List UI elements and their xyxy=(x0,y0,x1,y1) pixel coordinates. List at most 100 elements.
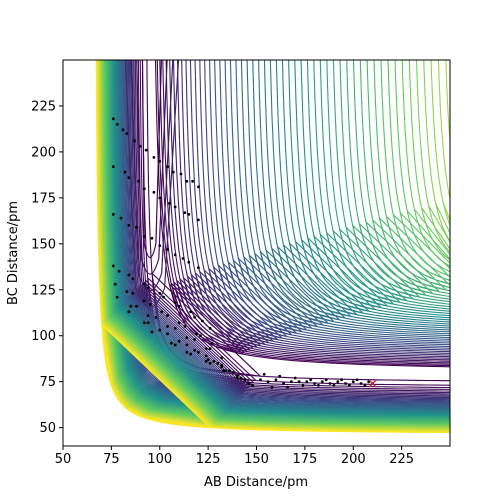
x-tick-label: 100 xyxy=(147,452,172,467)
contour-line xyxy=(108,60,450,420)
contour-line xyxy=(114,60,450,414)
trajectory-point xyxy=(173,343,177,347)
trajectory-point xyxy=(239,376,243,380)
trajectory-point xyxy=(274,378,278,382)
contour-line xyxy=(105,60,450,424)
contour-line xyxy=(275,60,450,323)
trajectory-point xyxy=(139,145,142,148)
contour-line xyxy=(263,60,450,327)
contour-line xyxy=(124,60,450,404)
contour-line xyxy=(109,60,450,419)
trajectory-point xyxy=(324,378,328,382)
trajectory-point xyxy=(170,341,173,345)
trajectory-point xyxy=(173,205,177,209)
trajectory-point xyxy=(142,321,146,325)
y-tick-label: 125 xyxy=(31,283,56,298)
trajectory-point xyxy=(191,179,195,183)
contour-line xyxy=(102,60,450,426)
trajectory-point xyxy=(195,332,198,336)
contour-line xyxy=(185,60,450,354)
contour-line xyxy=(445,60,450,148)
trajectory-point xyxy=(185,336,189,339)
trajectory-point xyxy=(204,360,208,363)
contour-line xyxy=(122,60,450,406)
contour-lines xyxy=(95,60,450,434)
contour-line xyxy=(288,60,450,319)
contour-line xyxy=(387,60,450,277)
contour-line xyxy=(124,60,450,405)
contour-line xyxy=(118,60,450,410)
trajectory-point xyxy=(328,382,332,385)
trajectory-point xyxy=(166,332,169,336)
trajectory-point xyxy=(158,244,162,248)
trajectory-point xyxy=(152,190,156,194)
trajectory-point xyxy=(173,327,177,330)
trajectory-point xyxy=(115,295,119,299)
contour-line xyxy=(176,60,450,358)
trajectory-point xyxy=(266,380,270,384)
contour-line xyxy=(101,60,450,428)
contour-line xyxy=(133,60,450,395)
trajectory-point xyxy=(317,383,320,387)
contour-line xyxy=(130,60,174,292)
contour-line xyxy=(103,60,450,425)
trajectory-point xyxy=(152,156,156,159)
trajectory-point xyxy=(348,383,351,387)
contour-line xyxy=(136,60,168,275)
contour-line xyxy=(109,60,450,420)
trajectory-point xyxy=(135,304,138,308)
contour-line xyxy=(235,60,450,337)
trajectory-point xyxy=(200,319,204,323)
trajectory-point xyxy=(173,301,177,304)
contour-line xyxy=(116,60,450,412)
trajectory-point xyxy=(208,327,212,330)
contour-line xyxy=(131,60,450,397)
contour-line xyxy=(430,60,450,227)
trajectory-point xyxy=(168,202,171,205)
contour-line xyxy=(104,60,450,425)
x-tick-label: 200 xyxy=(341,452,366,467)
y-tick-label: 50 xyxy=(39,421,56,436)
trajectory-point xyxy=(220,356,224,360)
trajectory-point xyxy=(210,341,214,345)
trajectory-point xyxy=(185,350,189,354)
trajectory-point xyxy=(305,380,309,384)
y-tick-label: 100 xyxy=(31,329,56,344)
y-axis-ticks: 50 75 100 125 150 175 200 225 xyxy=(31,99,63,436)
y-tick-label: 200 xyxy=(31,145,56,160)
trajectory-point xyxy=(142,299,146,303)
contour-line xyxy=(214,60,450,344)
contour-line xyxy=(123,60,450,405)
contour-line xyxy=(100,60,450,429)
trajectory-point xyxy=(179,172,183,176)
trajectory-point xyxy=(129,304,133,308)
x-tick-label: 175 xyxy=(292,452,317,467)
trajectory-point xyxy=(286,385,289,389)
contour-line xyxy=(129,60,450,399)
trajectory-point xyxy=(359,382,363,385)
trajectory-point xyxy=(199,334,202,338)
trajectory-point xyxy=(135,225,138,229)
contour-line xyxy=(306,60,450,312)
contour-line xyxy=(134,60,450,394)
contour-line xyxy=(107,60,450,422)
trajectory-point xyxy=(162,295,166,299)
trajectory-point xyxy=(231,371,235,374)
contour-line xyxy=(119,60,450,410)
contour-line xyxy=(141,60,163,259)
trajectory-point xyxy=(228,369,231,372)
contour-line xyxy=(209,60,450,346)
contour-line xyxy=(132,60,450,396)
trajectory-point xyxy=(336,380,340,384)
contour-line xyxy=(99,60,450,429)
trajectory-point xyxy=(187,260,191,264)
contour-line xyxy=(181,60,450,356)
contour-line xyxy=(98,60,450,431)
x-axis-ticks: 50 75 100 125 150 175 200 225 xyxy=(55,446,414,467)
trajectory-point xyxy=(133,139,137,143)
trajectory-point xyxy=(171,170,175,174)
trajectory-point xyxy=(131,277,135,281)
trajectory-point xyxy=(158,159,162,163)
trajectory-point xyxy=(166,247,169,251)
contour-line xyxy=(394,60,450,273)
